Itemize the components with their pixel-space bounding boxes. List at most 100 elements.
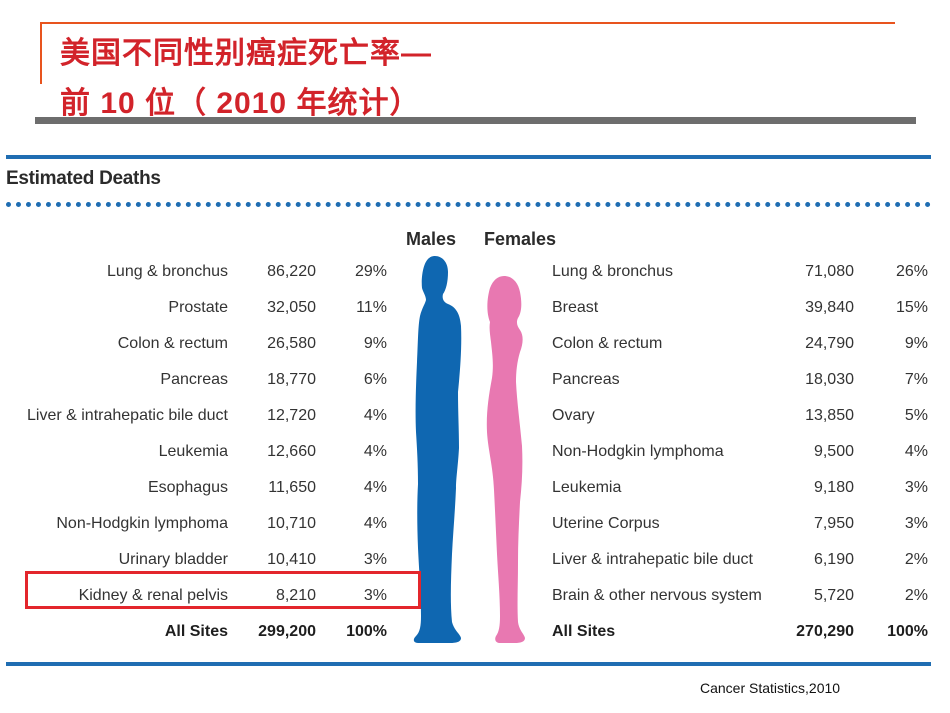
male-deaths-cell: 26,580 [267,335,316,352]
male-silhouette-shape [413,256,462,643]
female-row: Ovary 13,850 5% [540,404,940,428]
males-column-header: Males [406,229,457,249]
females-column-header: Females [484,229,557,249]
male-row: Kidney & renal pelvis 8,210 3% [0,584,400,608]
figure-bottom-rule [6,662,931,666]
female-row: Brain & other nervous system 5,720 2% [540,584,940,608]
male-site-cell: Urinary bladder [118,551,228,568]
male-row: Non-Hodgkin lymphoma 10,710 4% [0,512,400,536]
female-pct-cell: 2% [904,587,928,604]
female-pct-cell: 15% [895,299,928,316]
male-row: Pancreas 18,770 6% [0,368,400,392]
figure-top-rule [6,155,931,159]
male-pct-cell: 11% [356,299,387,316]
female-deaths-cell: 9,180 [813,479,854,496]
female-row: Lung & bronchus 71,080 26% [540,260,940,284]
female-site-cell: Uterine Corpus [552,515,660,532]
female-row: Pancreas 18,030 7% [540,368,940,392]
male-site-cell: Liver & intrahepatic bile duct [27,407,228,424]
male-deaths-cell: 86,220 [267,263,316,280]
title-frame-top-rule [40,22,895,24]
female-deaths-cell: 71,080 [805,263,854,280]
female-deaths-cell: 39,840 [805,299,854,316]
male-row: Colon & rectum 26,580 9% [0,332,400,356]
male-deaths-cell: 12,660 [267,443,316,460]
figure-heading: Estimated Deaths [6,168,161,189]
female-pct-cell: 2% [904,551,928,568]
male-site-cell: All Sites [164,623,228,640]
female-silhouette-icon [486,276,525,643]
female-deaths-cell: 18,030 [805,371,854,388]
title-underline-bar [35,117,916,124]
female-total-row: All Sites 270,290 100% [540,620,940,644]
male-pct-cell: 4% [363,515,387,532]
female-site-cell: Brain & other nervous system [552,587,762,604]
male-pct-cell: 4% [363,407,387,424]
female-site-cell: Pancreas [552,371,620,388]
female-site-cell: Liver & intrahepatic bile duct [552,551,753,568]
male-site-cell: Lung & bronchus [107,263,228,280]
female-site-cell: Breast [552,299,599,316]
male-site-cell: Kidney & renal pelvis [78,587,228,604]
male-deaths-cell: 10,710 [267,515,316,532]
title-frame-left-rule [40,22,42,84]
male-pct-cell: 4% [363,443,387,460]
male-pct-cell: 100% [346,623,387,640]
female-site-cell: Leukemia [552,479,622,496]
male-site-cell: Esophagus [147,479,228,496]
male-deaths-cell: 11,650 [268,479,316,496]
male-pct-cell: 3% [363,551,387,568]
female-pct-cell: 5% [904,407,928,424]
female-deaths-cell: 5,720 [813,587,854,604]
male-site-cell: Non-Hodgkin lymphoma [56,515,228,532]
female-pct-cell: 9% [904,335,928,352]
female-site-cell: Ovary [552,407,595,424]
male-pct-cell: 29% [354,263,387,280]
male-deaths-cell: 18,770 [267,371,316,388]
female-pct-cell: 7% [904,371,928,388]
source-caption: Cancer Statistics,2010 [700,680,841,696]
male-row: Esophagus 11,650 4% [0,476,400,500]
male-pct-cell: 9% [363,335,387,352]
figure-dotted-rule [6,202,931,207]
female-pct-cell: 100% [887,623,928,640]
female-deaths-cell: 6,190 [813,551,854,568]
male-deaths-cell: 10,410 [267,551,316,568]
female-site-cell: Non-Hodgkin lymphoma [552,443,724,460]
male-site-cell: Colon & rectum [117,335,228,352]
slide-title-line-1: 美国不同性别癌症死亡率— [60,37,432,70]
female-row: Liver & intrahepatic bile duct 6,190 2% [540,548,940,572]
male-row: Urinary bladder 10,410 3% [0,548,400,572]
female-row: Breast 39,840 15% [540,296,940,320]
female-deaths-cell: 270,290 [796,623,854,640]
kidney-highlight-box [25,571,421,609]
male-row: Prostate 32,050 11% [0,296,400,320]
male-pct-cell: 6% [363,371,387,388]
male-deaths-cell: 299,200 [258,623,316,640]
male-pct-cell: 3% [363,587,387,604]
female-deaths-cell: 7,950 [813,515,854,532]
female-row: Non-Hodgkin lymphoma 9,500 4% [540,440,940,464]
male-row: Liver & intrahepatic bile duct 12,720 4% [0,404,400,428]
female-pct-cell: 4% [904,443,928,460]
male-deaths-cell: 32,050 [267,299,316,316]
female-pct-cell: 3% [904,515,928,532]
female-deaths-cell: 9,500 [813,443,854,460]
female-deaths-cell: 24,790 [805,335,854,352]
male-row: Leukemia 12,660 4% [0,440,400,464]
male-site-cell: Pancreas [160,371,228,388]
male-silhouette-icon [413,256,462,643]
male-deaths-cell: 12,720 [267,407,316,424]
slide-title-line-2: 前 10 位（ 2010 年统计） [60,87,421,120]
male-site-cell: Prostate [168,299,228,316]
male-row: Lung & bronchus 86,220 29% [0,260,400,284]
male-pct-cell: 4% [363,479,387,496]
female-site-cell: Lung & bronchus [552,263,673,280]
female-deaths-cell: 13,850 [805,407,854,424]
female-row: Leukemia 9,180 3% [540,476,940,500]
female-silhouette-shape [486,276,525,643]
male-deaths-cell: 8,210 [275,587,316,604]
male-total-row: All Sites 299,200 100% [0,620,400,644]
female-site-cell: Colon & rectum [552,335,663,352]
female-row: Colon & rectum 24,790 9% [540,332,940,356]
